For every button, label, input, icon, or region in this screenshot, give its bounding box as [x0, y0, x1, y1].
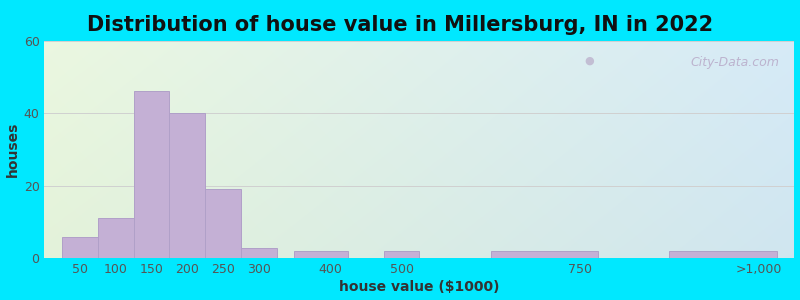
Text: Distribution of house value in Millersburg, IN in 2022: Distribution of house value in Millersbu… — [87, 15, 713, 35]
Bar — [670, 251, 777, 258]
Bar — [491, 251, 598, 258]
Bar — [241, 248, 277, 258]
Bar — [294, 251, 348, 258]
Text: ●: ● — [585, 56, 594, 66]
Bar — [170, 113, 205, 258]
X-axis label: house value ($1000): house value ($1000) — [339, 280, 500, 294]
Bar — [98, 218, 134, 258]
Bar — [134, 92, 170, 258]
Text: City-Data.com: City-Data.com — [690, 56, 779, 69]
Y-axis label: houses: houses — [6, 122, 19, 177]
Bar — [205, 189, 241, 258]
Bar — [384, 251, 419, 258]
Bar — [62, 237, 98, 258]
